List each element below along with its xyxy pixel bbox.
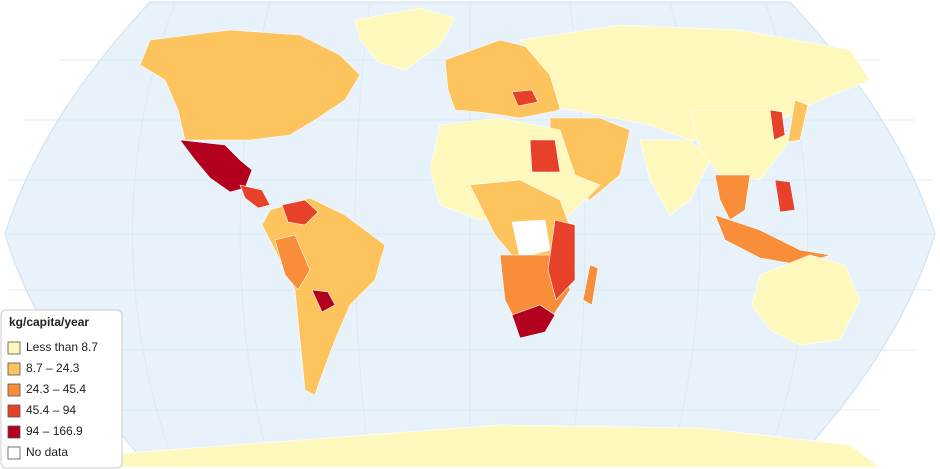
romania: [511, 89, 539, 107]
legend-title: kg/capita/year: [9, 315, 89, 329]
legend: kg/capita/year Less than 8.7 8.7 – 24.3 24…: [0, 309, 123, 469]
legend-label: Less than 8.7: [26, 340, 98, 354]
mozambique: [547, 219, 576, 301]
australia: [751, 254, 861, 346]
north-america: [139, 29, 361, 141]
egypt: [529, 139, 561, 173]
paraguay: [311, 289, 336, 313]
southeast-asia: [714, 174, 751, 221]
legend-swatch: [7, 383, 21, 397]
korea: [769, 109, 786, 141]
legend-label: 24.3 – 45.4: [26, 382, 86, 396]
philippines: [774, 179, 796, 213]
legend-swatch: [7, 404, 21, 418]
antarctica: [78, 424, 881, 468]
legend-swatch: [7, 425, 21, 439]
peru-bolivia: [274, 234, 311, 291]
legend-label: 8.7 – 24.3: [26, 361, 80, 375]
legend-label: No data: [26, 445, 68, 459]
legend-label: 45.4 – 94: [26, 403, 76, 417]
legend-swatch: [7, 446, 21, 460]
venezuela: [281, 199, 319, 226]
legend-label: 94 – 166.9: [26, 424, 83, 438]
madagascar: [582, 264, 599, 306]
south-africa: [511, 304, 556, 339]
legend-swatch: [7, 341, 21, 355]
legend-box: [0, 309, 123, 469]
greenland: [354, 7, 456, 71]
legend-items: Less than 8.7 8.7 – 24.3 24.3 – 45.4 45.4 –…: [7, 340, 98, 460]
india: [639, 139, 711, 216]
central-america: [239, 184, 271, 209]
countries: [78, 7, 881, 468]
japan: [787, 99, 809, 143]
drc: [511, 219, 551, 259]
legend-swatch: [7, 362, 21, 376]
africa-north: [429, 117, 601, 221]
